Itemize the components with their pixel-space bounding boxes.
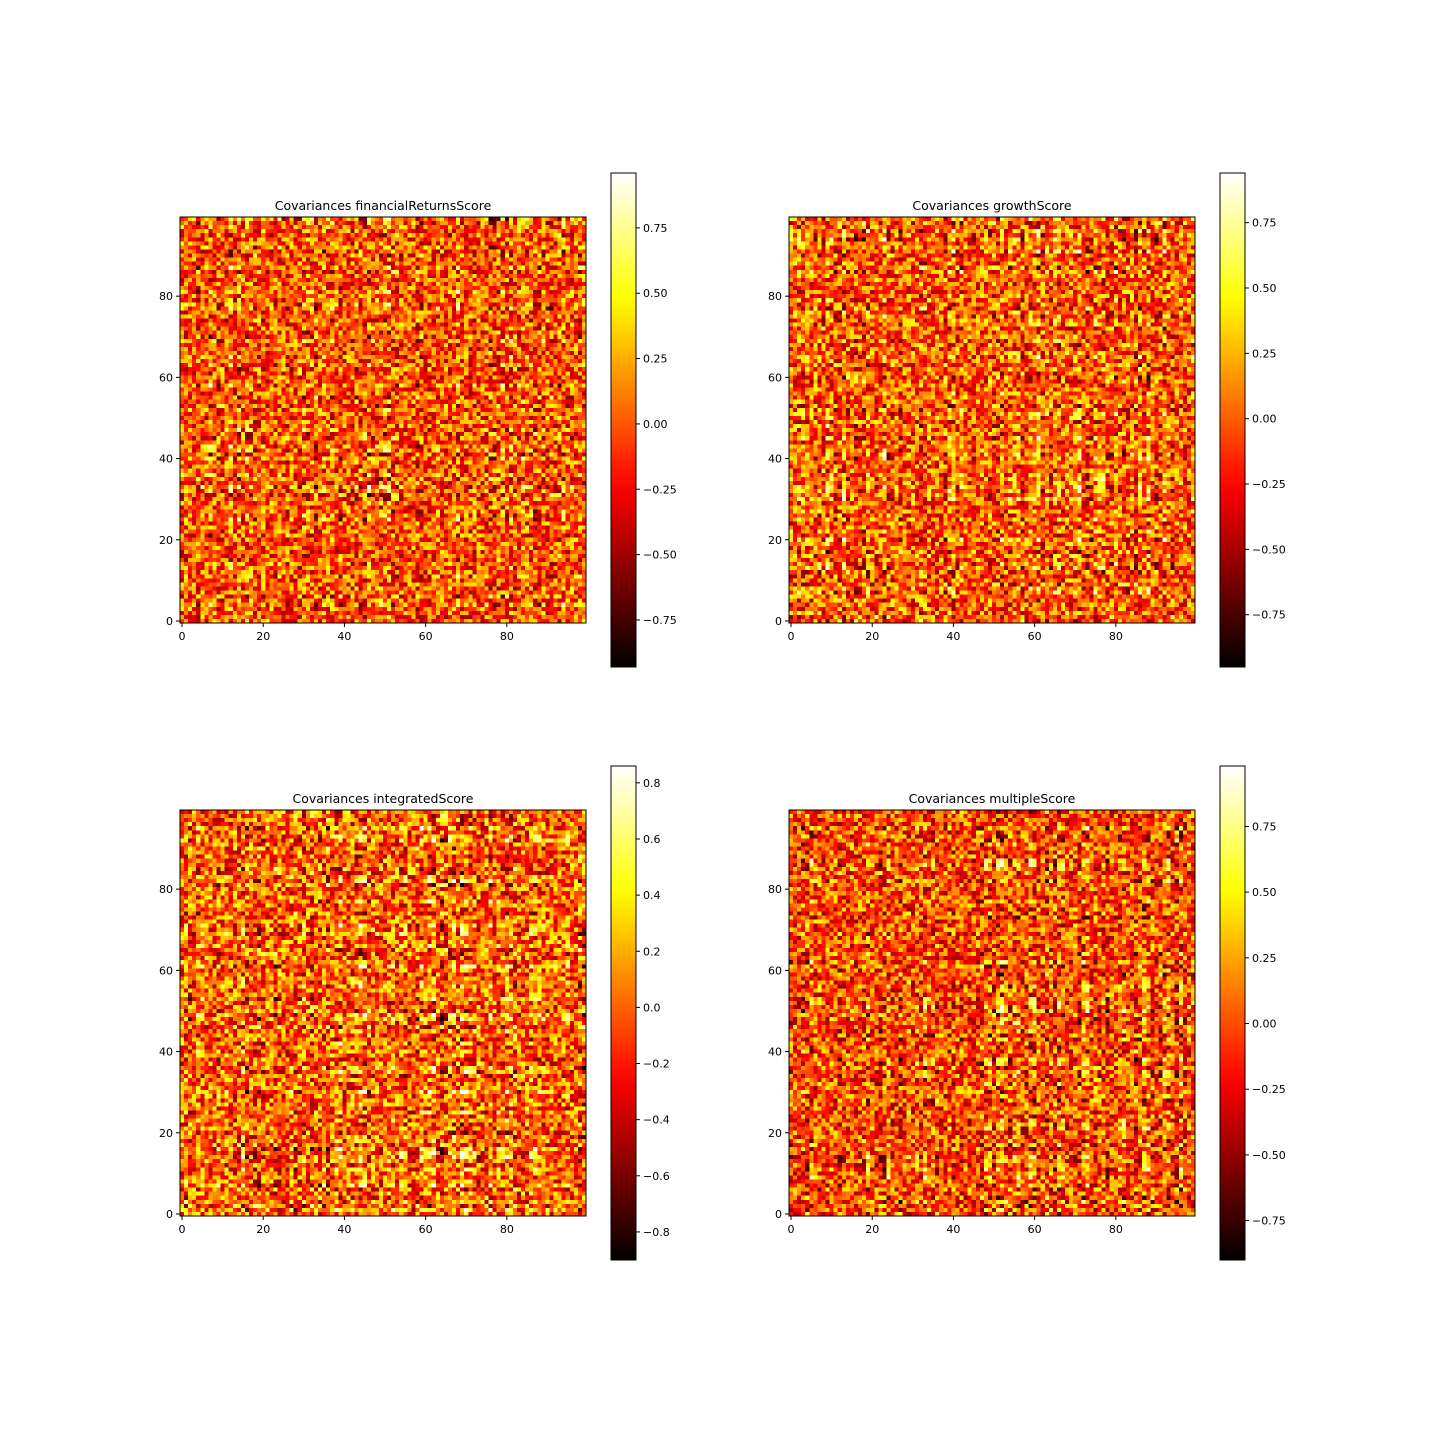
heatmap-panel-2: Covariances growthScore 0 20 40 60 80 0 20 40 60 8… bbox=[768, 172, 1286, 668]
colorbar-tick-label: 0.4 bbox=[643, 889, 661, 902]
colorbar bbox=[610, 765, 637, 1261]
colorbar-tick-label: 0.25 bbox=[1252, 952, 1277, 965]
x-tick-label: 40 bbox=[946, 630, 960, 643]
x-tick-label: 80 bbox=[1109, 1223, 1123, 1236]
chart-title: Covariances integratedScore bbox=[293, 791, 474, 806]
heatmap-panel-1: Covariances financialReturnsScore 0 20 40 60… bbox=[159, 172, 677, 668]
colorbar-tick-label: −0.25 bbox=[643, 483, 677, 496]
heatmap-panel-4: Covariances multipleScore 0 20 40 60 80 0 20 40 6… bbox=[768, 765, 1286, 1261]
x-tick-label: 60 bbox=[1028, 1223, 1042, 1236]
colorbar bbox=[1219, 765, 1246, 1261]
colorbar bbox=[610, 172, 637, 668]
colorbar-tick-label: −0.75 bbox=[643, 614, 677, 627]
colorbar-tick-label: 0.50 bbox=[643, 287, 668, 300]
colorbar-tick-label: −0.6 bbox=[643, 1170, 670, 1183]
colorbar-tick-label: −0.8 bbox=[643, 1226, 670, 1239]
colorbar-tick-label: 0.50 bbox=[1252, 282, 1277, 295]
x-tick-label: 60 bbox=[419, 1223, 433, 1236]
y-tick-label: 80 bbox=[159, 290, 173, 303]
colorbar-tick-label: 0.75 bbox=[643, 222, 668, 235]
colorbar-tick-label: 0.50 bbox=[1252, 886, 1277, 899]
colorbar-tick-label: −0.50 bbox=[643, 549, 677, 562]
colorbar-tick-label: 0.2 bbox=[643, 945, 661, 958]
plot-frame bbox=[179, 216, 587, 624]
y-tick-label: 40 bbox=[768, 453, 782, 466]
y-tick-label: 20 bbox=[768, 534, 782, 547]
colorbar-tick-label: −0.25 bbox=[1252, 478, 1286, 491]
y-tick-label: 0 bbox=[775, 615, 782, 628]
x-tick-label: 60 bbox=[419, 630, 433, 643]
colorbar bbox=[1219, 172, 1246, 668]
x-tick-label: 40 bbox=[337, 630, 351, 643]
x-tick-label: 80 bbox=[500, 1223, 514, 1236]
y-tick-label: 20 bbox=[159, 1127, 173, 1140]
heatmap-cells bbox=[789, 217, 1195, 623]
x-tick-label: 20 bbox=[256, 630, 270, 643]
colorbar-tick-label: 0.75 bbox=[1252, 217, 1277, 230]
x-tick-label: 20 bbox=[256, 1223, 270, 1236]
x-tick-label: 0 bbox=[179, 1223, 186, 1236]
heatmap-panel-3: Covariances integratedScore 0 20 40 60 80 0 20 4… bbox=[159, 765, 670, 1261]
y-tick-label: 80 bbox=[768, 290, 782, 303]
colorbar-tick-label: −0.75 bbox=[1252, 1215, 1286, 1228]
y-tick-label: 60 bbox=[768, 371, 782, 384]
heatmap-cells bbox=[789, 810, 1195, 1216]
x-tick-label: 0 bbox=[788, 1223, 795, 1236]
colorbar-tick-label: 0.00 bbox=[1252, 413, 1277, 426]
colorbar-tick-label: 0.00 bbox=[643, 418, 668, 431]
heatmap-cells bbox=[180, 810, 586, 1216]
colorbar-tick-label: 0.0 bbox=[643, 1001, 661, 1014]
y-tick-label: 60 bbox=[159, 964, 173, 977]
y-tick-label: 80 bbox=[159, 883, 173, 896]
chart-title: Covariances financialReturnsScore bbox=[275, 198, 492, 213]
x-tick-label: 40 bbox=[946, 1223, 960, 1236]
y-tick-label: 20 bbox=[768, 1127, 782, 1140]
chart-title: Covariances multipleScore bbox=[909, 791, 1076, 806]
y-tick-label: 0 bbox=[166, 1208, 173, 1221]
y-tick-label: 40 bbox=[159, 453, 173, 466]
x-tick-label: 20 bbox=[865, 630, 879, 643]
chart-title: Covariances growthScore bbox=[912, 198, 1071, 213]
colorbar-tick-label: −0.25 bbox=[1252, 1083, 1286, 1096]
heatmap-cells bbox=[180, 217, 586, 623]
colorbar-tick-label: 0.6 bbox=[643, 833, 661, 846]
x-tick-label: 40 bbox=[337, 1223, 351, 1236]
colorbar-tick-label: −0.50 bbox=[1252, 1149, 1286, 1162]
y-tick-label: 60 bbox=[159, 371, 173, 384]
y-tick-label: 0 bbox=[166, 615, 173, 628]
colorbar-tick-label: −0.2 bbox=[643, 1058, 670, 1071]
x-tick-label: 60 bbox=[1028, 630, 1042, 643]
y-tick-label: 20 bbox=[159, 534, 173, 547]
x-tick-label: 80 bbox=[1109, 630, 1123, 643]
y-tick-label: 40 bbox=[768, 1046, 782, 1059]
y-tick-label: 40 bbox=[159, 1046, 173, 1059]
colorbar-tick-label: 0.00 bbox=[1252, 1018, 1277, 1031]
colorbar-tick-label: 0.8 bbox=[643, 777, 661, 790]
colorbar-tick-label: −0.4 bbox=[643, 1114, 670, 1127]
colorbar-tick-label: −0.50 bbox=[1252, 543, 1286, 556]
plot-frame bbox=[788, 216, 1196, 624]
colorbar-tick-label: −0.75 bbox=[1252, 609, 1286, 622]
y-tick-label: 0 bbox=[775, 1208, 782, 1221]
y-tick-label: 60 bbox=[768, 964, 782, 977]
x-tick-label: 20 bbox=[865, 1223, 879, 1236]
x-tick-label: 80 bbox=[500, 630, 514, 643]
plot-frame bbox=[179, 809, 587, 1217]
y-tick-label: 80 bbox=[768, 883, 782, 896]
x-tick-label: 0 bbox=[788, 630, 795, 643]
x-tick-label: 0 bbox=[179, 630, 186, 643]
plot-frame bbox=[788, 809, 1196, 1217]
colorbar-tick-label: 0.75 bbox=[1252, 820, 1277, 833]
colorbar-tick-label: 0.25 bbox=[1252, 347, 1277, 360]
colorbar-tick-label: 0.25 bbox=[643, 353, 668, 366]
